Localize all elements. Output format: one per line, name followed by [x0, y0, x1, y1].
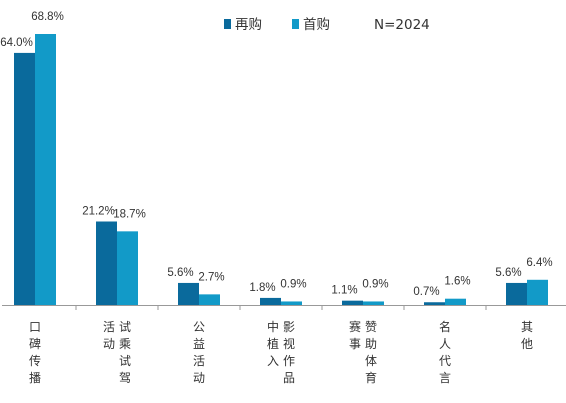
value-label: 21.2%	[82, 205, 115, 217]
category-label-char: 言	[439, 371, 451, 385]
category-label-char: 口	[29, 320, 41, 334]
category-label-char: 名	[439, 319, 451, 334]
legend-swatch-0	[224, 19, 231, 29]
bar-repurchase-2	[178, 282, 199, 305]
bar-repurchase-6	[506, 282, 527, 305]
bar-repurchase-4	[342, 300, 363, 305]
category-label-char: 影	[283, 320, 295, 334]
sample-size-annotation: N=2024	[374, 17, 430, 33]
bar-first-purchase-3	[281, 301, 302, 305]
category-label-char: 试	[119, 353, 131, 368]
category-label-char: 品	[283, 371, 295, 385]
bar-first-purchase-1	[117, 231, 138, 305]
value-label: 2.7%	[198, 271, 224, 283]
bar-first-purchase-2	[199, 294, 220, 305]
value-label: 68.8%	[31, 11, 64, 23]
category-label-char: 作	[283, 354, 295, 368]
bar-first-purchase-5	[445, 298, 466, 305]
category-label-char: 其	[521, 320, 533, 334]
category-label-char: 益	[193, 337, 205, 351]
legend-swatch-1	[292, 19, 299, 29]
category-label-char: 活	[103, 320, 115, 334]
category-label-char: 动	[103, 337, 115, 351]
category-label-char: 入	[267, 354, 279, 368]
value-label: 0.9%	[280, 278, 306, 290]
value-label: 5.6%	[167, 267, 193, 279]
bar-first-purchase-6	[527, 279, 548, 305]
category-label-char: 赞	[365, 320, 377, 334]
value-label: 1.8%	[249, 282, 275, 294]
legend: 再购 首购 N=2024	[224, 17, 430, 33]
category-label-char: 驾	[119, 371, 131, 385]
category-label-char: 代	[439, 354, 451, 368]
bars-group	[14, 34, 548, 305]
bar-first-purchase-0	[35, 34, 56, 305]
bar-first-purchase-4	[363, 301, 384, 305]
bar-repurchase-0	[14, 52, 35, 305]
value-label: 5.6%	[495, 267, 521, 279]
value-label: 6.4%	[526, 257, 552, 269]
category-label-char: 体	[365, 354, 377, 368]
category-label-char: 人	[439, 337, 451, 351]
value-label: 1.6%	[444, 276, 470, 288]
category-label-char: 他	[521, 337, 533, 351]
bar-repurchase-5	[424, 302, 445, 305]
category-label-char: 乘	[119, 337, 131, 351]
value-labels-group: 64.0% 68.8% 21.2%18.7% 5.6% 2.7% 1.8% 0.9% 1.1%…	[0, 11, 552, 298]
category-label-6: 其他	[521, 320, 533, 351]
value-label: 64.0%	[0, 37, 33, 49]
category-label-char: 传	[29, 353, 41, 368]
bar-repurchase-1	[96, 221, 117, 305]
legend-label-1: 首购	[303, 17, 330, 33]
category-label-char: 活	[193, 354, 205, 368]
x-axis	[2, 305, 566, 310]
value-label: 1.1%	[331, 285, 357, 297]
category-label-char: 赛	[349, 319, 361, 334]
category-label-char: 动	[193, 371, 205, 385]
value-label: 18.7%	[113, 208, 146, 220]
category-label-char: 育	[365, 370, 377, 385]
category-label-char: 播	[29, 371, 41, 385]
category-label-char: 碑	[29, 336, 41, 351]
category-label-char: 视	[283, 336, 295, 351]
category-label-char: 助	[365, 337, 377, 351]
category-label-char: 公	[193, 320, 205, 334]
bar-repurchase-3	[260, 297, 281, 305]
category-label-char: 事	[349, 337, 361, 351]
value-label: 0.7%	[413, 286, 439, 298]
value-label: 0.9%	[362, 278, 388, 290]
category-label-char: 植	[267, 336, 279, 351]
category-label-char: 试	[119, 319, 131, 334]
legend-label-0: 再购	[235, 17, 262, 33]
category-label-char: 中	[267, 319, 279, 334]
